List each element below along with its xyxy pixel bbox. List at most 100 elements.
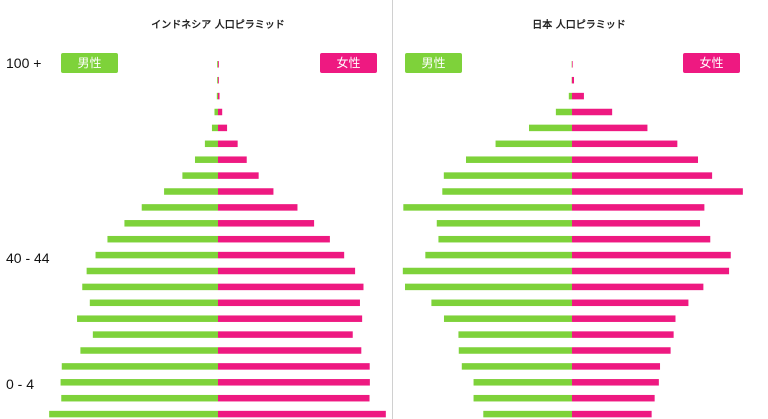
right-female-bar-5 <box>572 140 678 148</box>
right-male-bar-3 <box>555 108 572 116</box>
right-male-bar-16 <box>443 315 572 322</box>
left-female-bar-0 <box>218 61 219 68</box>
right-male-bar-6 <box>465 156 572 163</box>
left-female-bar-8 <box>218 188 274 195</box>
left-male-bar-14 <box>82 283 218 291</box>
right-female-bar-1 <box>572 76 575 84</box>
left-female-bar-1 <box>218 76 219 84</box>
left-female-bar-12 <box>218 251 345 259</box>
right-female-bar-8 <box>572 188 743 195</box>
right-male-bar-4 <box>528 124 572 132</box>
left-female-bar-19 <box>218 363 370 370</box>
left-female-bar-3 <box>218 108 223 116</box>
right-female-bar-21 <box>572 394 655 402</box>
left-male-bar-18 <box>80 347 219 354</box>
left-male-bar-22 <box>49 410 218 418</box>
left-male-bar-1 <box>217 76 218 84</box>
right-female-bar-9 <box>572 204 705 211</box>
y-tick-label-bottom: 0 - 4 <box>6 376 34 392</box>
left-female-bar-18 <box>218 347 362 354</box>
right-male-bar-18 <box>458 347 572 354</box>
left-male-bar-15 <box>89 299 218 307</box>
left-male-bar-7 <box>182 172 218 179</box>
left-female-bar-9 <box>218 204 298 211</box>
left-female-bar-14 <box>218 283 364 291</box>
right-male-bar-15 <box>431 299 572 307</box>
left-male-bar-0 <box>217 61 218 68</box>
left-male-bar-17 <box>92 331 218 338</box>
right-male-bar-12 <box>425 251 572 259</box>
left-male-bar-5 <box>204 140 218 148</box>
left-male-bar-19 <box>61 363 219 370</box>
left-female-bar-7 <box>218 172 259 179</box>
right-female-bar-17 <box>572 331 674 338</box>
left-pyramid-bars <box>49 61 386 418</box>
right-female-bar-2 <box>572 92 584 100</box>
left-female-bar-20 <box>218 379 370 386</box>
left-male-bar-10 <box>124 220 218 227</box>
right-female-bar-19 <box>572 363 661 370</box>
right-female-bar-11 <box>572 235 711 243</box>
right-male-bar-13 <box>402 267 572 275</box>
left-female-legend-badge <box>320 53 377 73</box>
left-male-bar-8 <box>164 188 218 195</box>
right-male-legend-badge <box>405 53 462 73</box>
right-female-bar-7 <box>572 172 713 179</box>
right-male-bar-0 <box>571 61 573 68</box>
right-male-bar-5 <box>495 140 572 148</box>
left-female-legend-label: 女性 <box>336 55 360 70</box>
left-female-bar-21 <box>218 394 370 402</box>
right-female-bar-22 <box>572 410 652 418</box>
right-male-bar-8 <box>442 188 572 195</box>
right-female-legend-badge <box>683 53 740 73</box>
left-male-legend-label: 男性 <box>77 56 101 70</box>
left-female-bar-17 <box>218 331 353 338</box>
right-female-bar-3 <box>572 108 613 116</box>
left-male-bar-11 <box>107 235 218 243</box>
left-female-bar-5 <box>218 140 238 148</box>
right-female-bar-13 <box>572 267 730 275</box>
left-female-bar-13 <box>218 267 356 275</box>
y-tick-label-top: 100 + <box>6 55 41 71</box>
right-female-bar-12 <box>572 251 731 259</box>
left-male-bar-6 <box>194 156 218 163</box>
right-male-bar-7 <box>443 172 572 179</box>
right-male-bar-11 <box>438 235 572 243</box>
right-male-bar-1 <box>571 76 573 84</box>
left-male-bar-4 <box>211 124 218 132</box>
left-female-bar-4 <box>218 124 228 132</box>
right-female-bar-6 <box>572 156 698 163</box>
left-male-bar-16 <box>77 315 218 322</box>
right-male-bar-17 <box>458 331 572 338</box>
right-male-bar-9 <box>403 204 572 211</box>
right-female-bar-18 <box>572 347 671 354</box>
right-male-bar-22 <box>483 410 572 418</box>
right-male-bar-21 <box>473 394 572 402</box>
left-male-bar-2 <box>216 92 218 100</box>
left-chart-title: インドネシア 人口ピラミッド <box>151 18 284 31</box>
left-male-bar-12 <box>95 251 218 259</box>
right-female-bar-20 <box>572 379 659 386</box>
left-female-bar-2 <box>218 92 220 100</box>
right-female-bar-15 <box>572 299 689 307</box>
right-female-bar-0 <box>572 61 573 68</box>
left-male-bar-13 <box>86 267 219 275</box>
left-female-bar-16 <box>218 315 363 322</box>
left-male-bar-20 <box>60 379 218 386</box>
left-male-bar-3 <box>214 108 218 116</box>
right-female-legend-label: 女性 <box>699 55 723 70</box>
right-pyramid-bars <box>402 61 743 418</box>
right-male-bar-10 <box>436 220 572 227</box>
left-female-bar-11 <box>218 235 330 243</box>
left-male-bar-21 <box>61 394 219 402</box>
right-female-bar-10 <box>572 220 701 227</box>
left-male-legend-badge <box>61 53 118 73</box>
right-male-legend-label: 男性 <box>421 56 445 70</box>
left-female-bar-15 <box>218 299 360 307</box>
left-male-bar-9 <box>141 204 218 211</box>
left-female-bar-22 <box>218 410 386 418</box>
left-female-bar-6 <box>218 156 247 163</box>
right-male-bar-20 <box>473 379 572 386</box>
right-female-bar-14 <box>572 283 704 291</box>
right-female-bar-4 <box>572 124 648 132</box>
